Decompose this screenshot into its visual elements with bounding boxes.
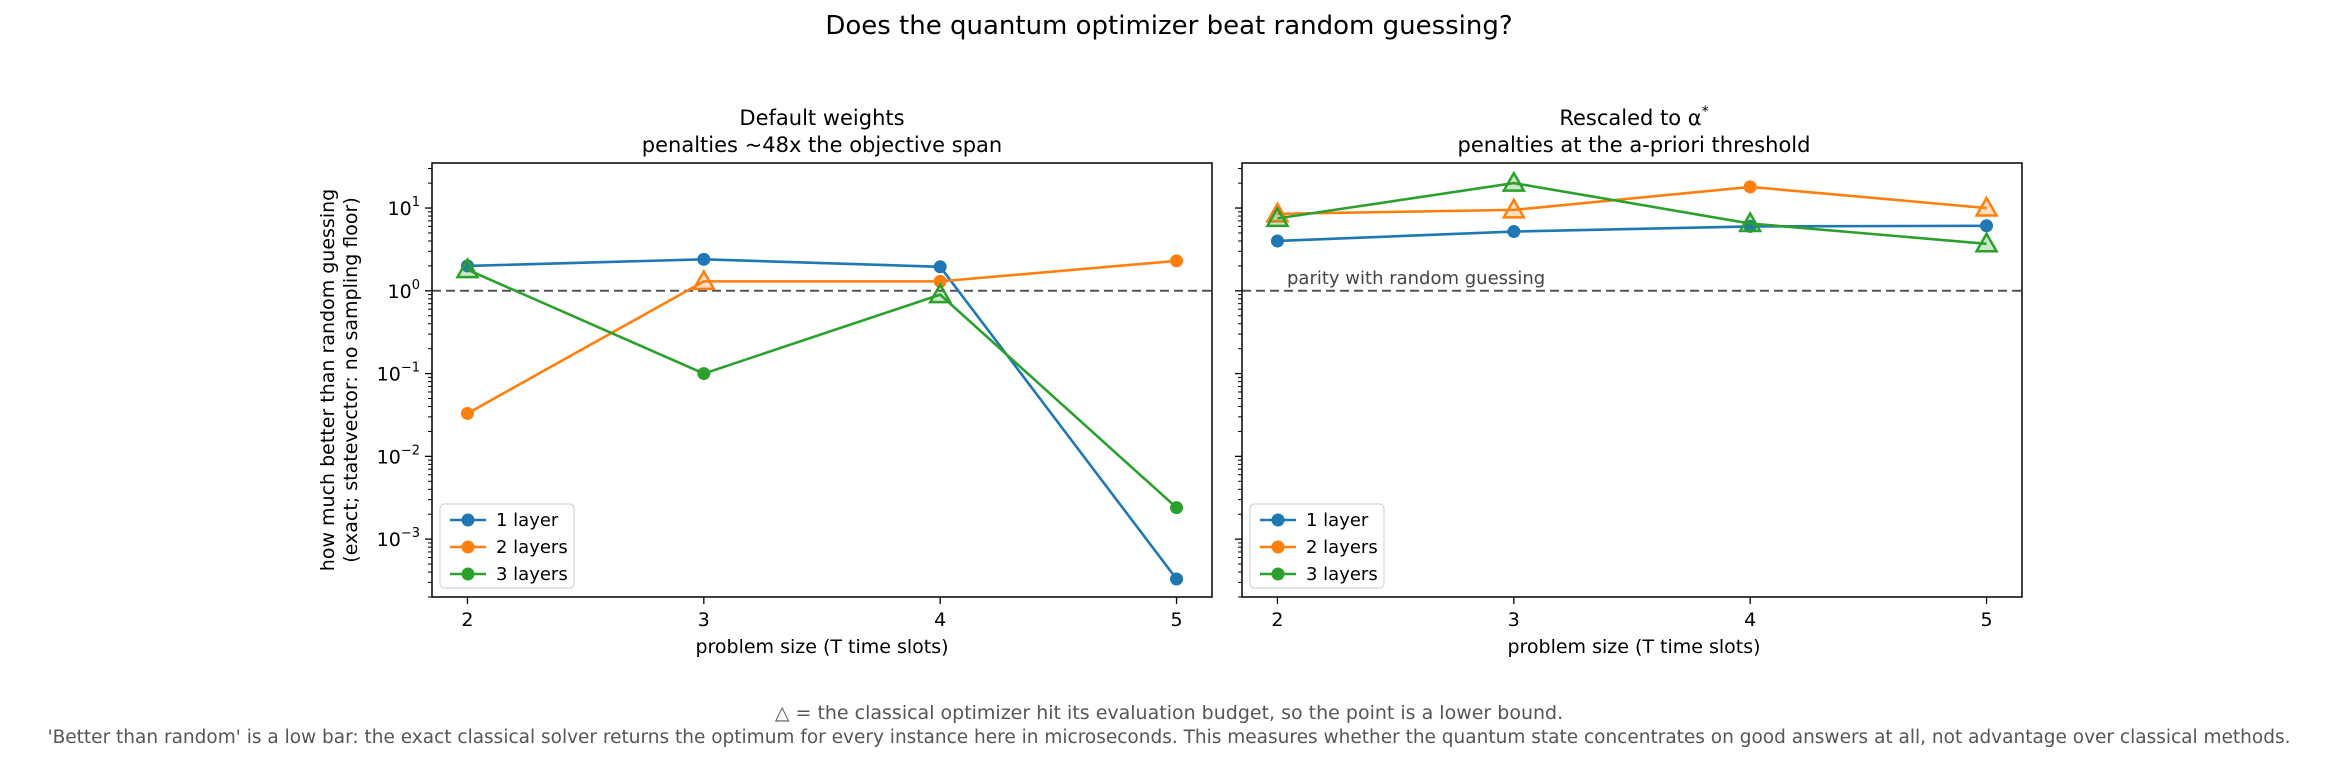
data-point	[460, 406, 474, 420]
footnote-line2: 'Better than random' is a low bar: the e…	[48, 727, 2291, 748]
panel2-reference-label: parity with random guessing	[1287, 268, 1545, 289]
series-line	[466, 268, 1178, 509]
series-line	[1277, 224, 1987, 243]
y-tick-label: 100	[388, 278, 420, 303]
series-2-layers	[460, 254, 1184, 420]
data-point	[933, 260, 947, 274]
data-point	[1980, 219, 1994, 233]
legend-label: 3 layers	[1306, 564, 1378, 585]
panel2-title: Rescaled to α*	[1559, 104, 1708, 130]
y-tick-label: 101	[388, 195, 420, 220]
data-point	[697, 252, 711, 266]
data-point	[1507, 225, 1521, 239]
panel1-ylabel-line2: (exact; statevector: no sampling floor)	[340, 197, 362, 562]
x-tick-label: 5	[1980, 609, 1992, 631]
lower-bound-marker	[1501, 170, 1526, 192]
y-tick-label: 10−3	[377, 526, 420, 551]
panel1-xlabel: problem size (T time slots)	[695, 636, 948, 658]
legend: 1 layer 2 layers 3 layers	[1249, 503, 1385, 589]
x-tick-label: 4	[934, 609, 946, 631]
data-point	[933, 274, 947, 288]
x-tick-label: 3	[1508, 609, 1520, 631]
panel2-title-sup: *	[1702, 104, 1709, 120]
legend-marker	[461, 567, 475, 581]
legend-label: 1 layer	[496, 510, 559, 531]
x-tick-label: 2	[461, 609, 473, 631]
series-line	[467, 258, 1178, 580]
y-tick-label: 10−1	[377, 361, 420, 386]
lower-bound-marker	[1974, 231, 1999, 253]
lower-bound-marker	[455, 257, 480, 279]
data-point	[1170, 501, 1184, 515]
panel1-subtitle: penalties ~48x the objective span	[642, 133, 1002, 157]
footnote-line1: △ = the classical optimizer hit its eval…	[775, 702, 1563, 724]
legend-label: 2 layers	[496, 537, 568, 558]
data-point	[1270, 234, 1284, 248]
panel1-title: Default weights	[739, 106, 904, 130]
legend-label: 3 layers	[496, 564, 568, 585]
lower-bound-marker	[1974, 195, 1999, 217]
lower-bound-marker	[1501, 197, 1526, 219]
data-point	[697, 367, 711, 381]
series-3-layers	[1265, 170, 1999, 253]
series-1-layer	[1270, 219, 1994, 248]
x-tick-label: 3	[698, 609, 710, 631]
lower-bound-marker	[1265, 205, 1290, 228]
plot-frame	[431, 162, 1213, 598]
legend: 1 layer 2 layers 3 layers	[439, 503, 575, 589]
legend-marker	[1271, 513, 1285, 527]
legend-marker	[461, 513, 475, 527]
data-point	[1170, 572, 1184, 586]
x-tick-label: 5	[1170, 609, 1182, 631]
panel-2: 2 3 4 5 1 layer 2 layers 3 layers	[1235, 162, 2023, 631]
legend-marker	[461, 540, 475, 554]
panel2-xlabel: problem size (T time slots)	[1507, 636, 1760, 658]
plot-frame	[1241, 162, 2023, 598]
series-1-layer	[460, 252, 1184, 586]
legend-marker	[1271, 567, 1285, 581]
data-point	[460, 259, 474, 273]
legend-marker	[1271, 540, 1285, 554]
data-point	[1743, 180, 1757, 194]
lower-bound-marker	[691, 268, 716, 291]
series-2-layers	[1265, 180, 1999, 223]
lower-bound-marker	[1738, 211, 1763, 233]
series-3-layers	[455, 257, 1184, 515]
lower-bound-marker	[928, 282, 953, 304]
data-point	[1170, 254, 1184, 268]
panel-1: 2 3 4 5 10−3 10−2 10−1 100 101 1 layer 2 layers 3 l…	[377, 162, 1213, 631]
series-line	[1277, 185, 1987, 216]
panel1-ylabel: how much better than random guessing	[317, 189, 339, 571]
x-tick-label: 4	[1744, 609, 1756, 631]
legend-box	[1249, 503, 1385, 589]
legend-box	[439, 503, 575, 589]
panel2-subtitle: penalties at the a-priori threshold	[1458, 133, 1811, 157]
legend-label: 2 layers	[1306, 537, 1378, 558]
y-tick-label: 10−2	[377, 443, 420, 468]
series-line	[466, 259, 1177, 415]
series-line	[1277, 181, 1987, 246]
x-tick-label: 2	[1271, 609, 1283, 631]
figure-title: Does the quantum optimizer beat random g…	[825, 11, 1512, 41]
legend-label: 1 layer	[1306, 510, 1369, 531]
